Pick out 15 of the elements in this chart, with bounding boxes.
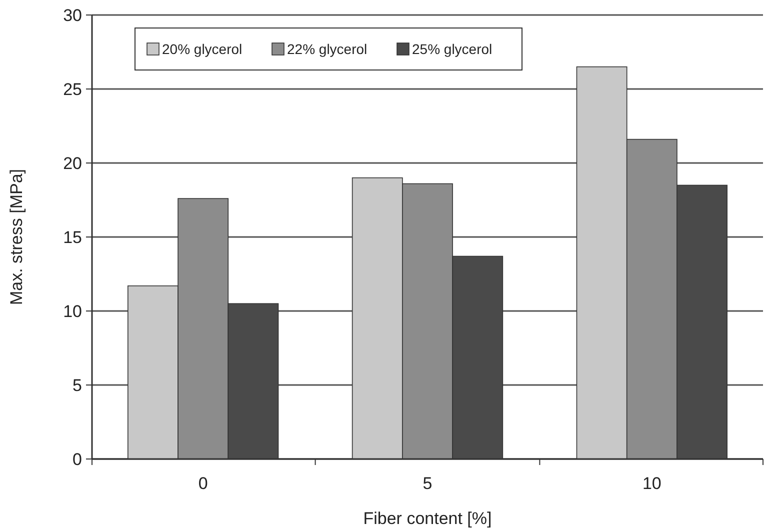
x-tick-label: 5 xyxy=(422,474,432,493)
y-tick-label: 10 xyxy=(63,302,82,321)
y-tick-label: 15 xyxy=(63,228,82,247)
legend-label: 20% glycerol xyxy=(162,40,242,57)
y-tick-label: 0 xyxy=(72,450,82,469)
y-tick-label: 20 xyxy=(63,154,82,173)
legend-label: 25% glycerol xyxy=(412,40,492,57)
y-tick-label: 5 xyxy=(72,376,82,395)
x-tick-label: 0 xyxy=(198,474,208,493)
y-tick-label: 25 xyxy=(63,80,82,99)
y-tick-label: 30 xyxy=(63,6,82,25)
y-axis-title: Max. stress [MPa] xyxy=(7,168,26,306)
x-axis-title: Fiber content [%] xyxy=(363,509,492,528)
legend-label: 22% glycerol xyxy=(287,40,368,57)
x-tick-label: 10 xyxy=(642,474,662,493)
